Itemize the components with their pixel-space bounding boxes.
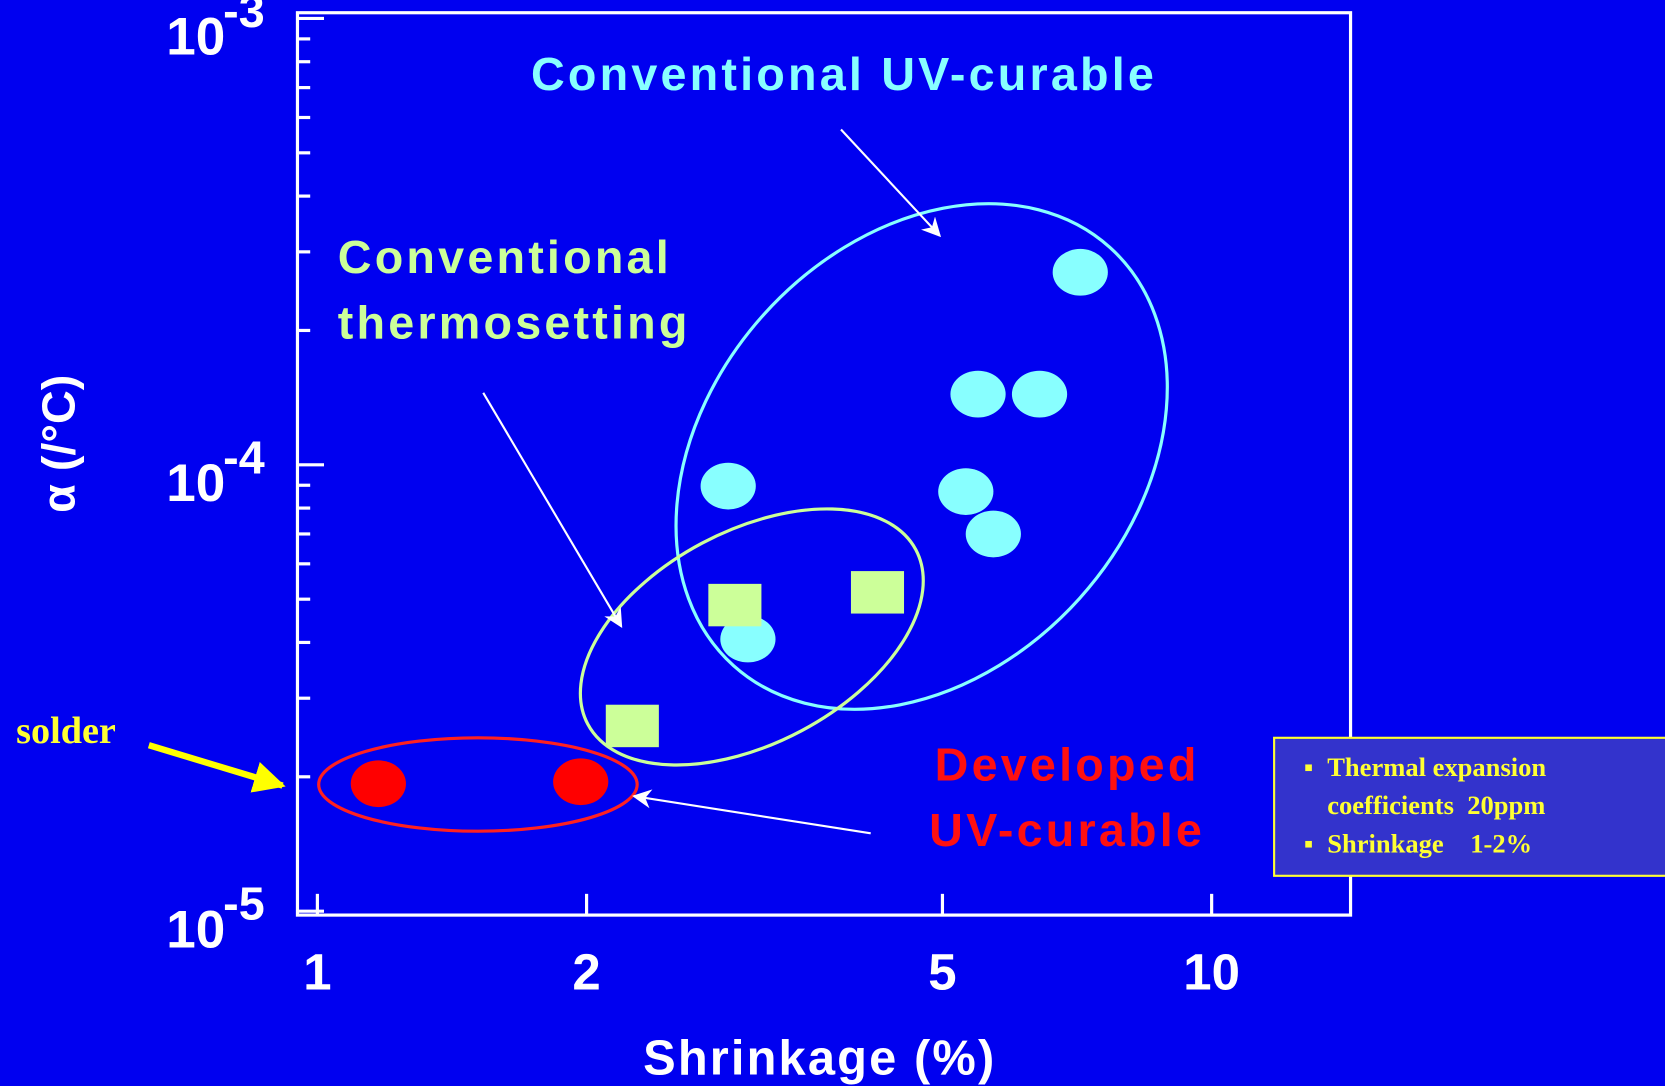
annotation-box: Conventional thermosetting (337, 231, 691, 350)
series-label: Conventional thermosetting (337, 231, 691, 350)
x-tick-label: 5 (928, 943, 956, 1000)
y-axis-label: α (/°C) (33, 375, 85, 513)
group-outlines (317, 202, 1169, 833)
outline (578, 507, 925, 767)
y-tick-power: -5 (223, 878, 265, 930)
note: Shrinkage 1-2% (1327, 830, 1533, 859)
note: Thermal expansion coefficients 20ppm (1327, 753, 1553, 821)
outline (317, 736, 639, 833)
y-tick-power: -4 (223, 431, 265, 483)
notes: ▪ Thermal expansion coefficients 20ppm ▪ S… (1304, 749, 1654, 864)
outline (674, 202, 1169, 711)
marker (1052, 248, 1108, 296)
marker (938, 468, 994, 515)
arrow (147, 742, 286, 793)
series-label: Conventional UV-curable (531, 48, 1158, 101)
annotation-box: Conventional UV-curable (531, 48, 1158, 101)
arrow (482, 392, 623, 628)
marker (1011, 370, 1068, 418)
marker (553, 758, 609, 806)
y-tick-base: 10 (166, 8, 225, 67)
marker (605, 704, 659, 748)
marker (950, 370, 1006, 418)
series-label: Developed UV-curable (929, 738, 1206, 857)
x-axis-label: Shrinkage (%) (643, 1031, 996, 1085)
x-tick-label: 2 (572, 943, 600, 1000)
annotation-box: Developed UV-curable (929, 738, 1206, 857)
marker (708, 583, 762, 627)
y-tick-label: 10 (166, 454, 225, 513)
marker (350, 760, 406, 808)
marker (700, 462, 756, 510)
note-box (1273, 736, 1665, 877)
arrow (840, 128, 942, 238)
marker (850, 571, 905, 614)
x-tick-label: 10 (1183, 943, 1240, 1000)
note-box: ▪ Thermal expansion coefficients 20ppm ▪ S… (1304, 749, 1654, 864)
y-tick-base: 10 (166, 454, 225, 513)
y-tick-base: 10 (166, 900, 225, 959)
marker (720, 615, 776, 663)
arrow (632, 789, 871, 835)
annotation: solder (16, 710, 116, 752)
x-tick-label: 1 (303, 943, 331, 1000)
note-item: ▪ Shrinkage 1-2% (1304, 826, 1654, 864)
y-tick-power: -3 (223, 0, 265, 37)
note-item: ▪ Thermal expansion coefficients 20ppm (1304, 749, 1654, 825)
marker (965, 510, 1021, 558)
y-tick-label: 10 (166, 8, 225, 67)
y-tick-label: 10 (166, 900, 225, 959)
